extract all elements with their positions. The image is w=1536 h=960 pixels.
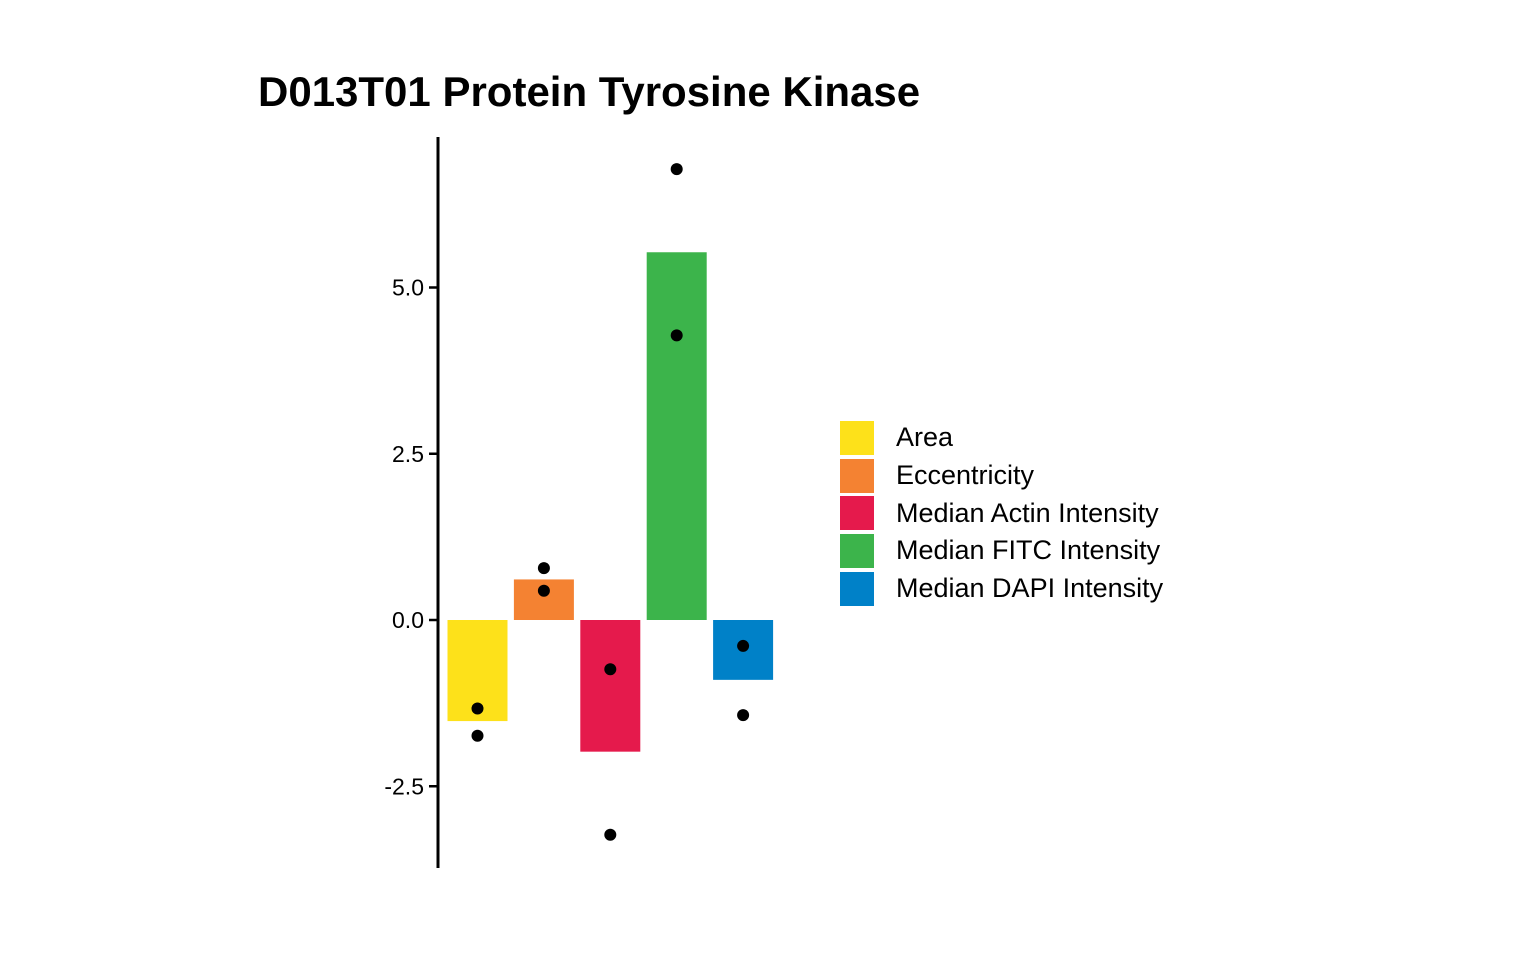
y-tick-label: -2.5 [384, 773, 424, 799]
legend-item-median-fitc-intensity: Median FITC Intensity [840, 532, 1163, 570]
point-area-2 [471, 729, 484, 742]
legend-swatch [840, 458, 874, 493]
legend-swatch [840, 420, 874, 455]
legend-item-area: Area [840, 419, 1163, 457]
point-median-dapi-intensity-1 [737, 639, 750, 652]
point-eccentricity-1 [537, 562, 550, 575]
points-layer [471, 163, 750, 841]
point-median-dapi-intensity-2 [737, 709, 750, 722]
point-median-fitc-intensity-2 [670, 329, 683, 342]
legend-label: Eccentricity [896, 460, 1035, 491]
y-axis: 5.0 2.5 0.0 -2.5 [384, 137, 440, 868]
legend-swatch [840, 533, 874, 568]
legend-item-eccentricity: Eccentricity [840, 457, 1163, 495]
point-area-1 [471, 702, 484, 715]
legend-item-median-actin-intensity: Median Actin Intensity [840, 494, 1163, 532]
legend-label: Median DAPI Intensity [896, 573, 1164, 604]
legend-swatch [840, 571, 874, 606]
point-median-fitc-intensity-1 [670, 163, 683, 176]
y-tick-label: 5.0 [392, 275, 424, 301]
point-median-actin-intensity-2 [604, 828, 617, 841]
legend-swatch [840, 496, 874, 531]
legend-label: Median Actin Intensity [896, 497, 1159, 528]
point-median-actin-intensity-1 [604, 663, 617, 676]
point-eccentricity-2 [537, 584, 550, 597]
y-tick-label: 2.5 [392, 441, 424, 467]
y-tick-label: 0.0 [392, 607, 424, 633]
bar-median-fitc-intensity [646, 252, 707, 620]
legend-label: Median FITC Intensity [896, 535, 1161, 566]
chart-title: D013T01 Protein Tyrosine Kinase [258, 68, 921, 115]
legend: Area Eccentricity Median Actin Intensity Me… [840, 419, 1163, 607]
bar-median-actin-intensity [580, 620, 641, 752]
legend-item-median-dapi-intensity: Median DAPI Intensity [840, 570, 1163, 608]
legend-label: Area [896, 422, 954, 453]
bars-layer [447, 252, 774, 752]
